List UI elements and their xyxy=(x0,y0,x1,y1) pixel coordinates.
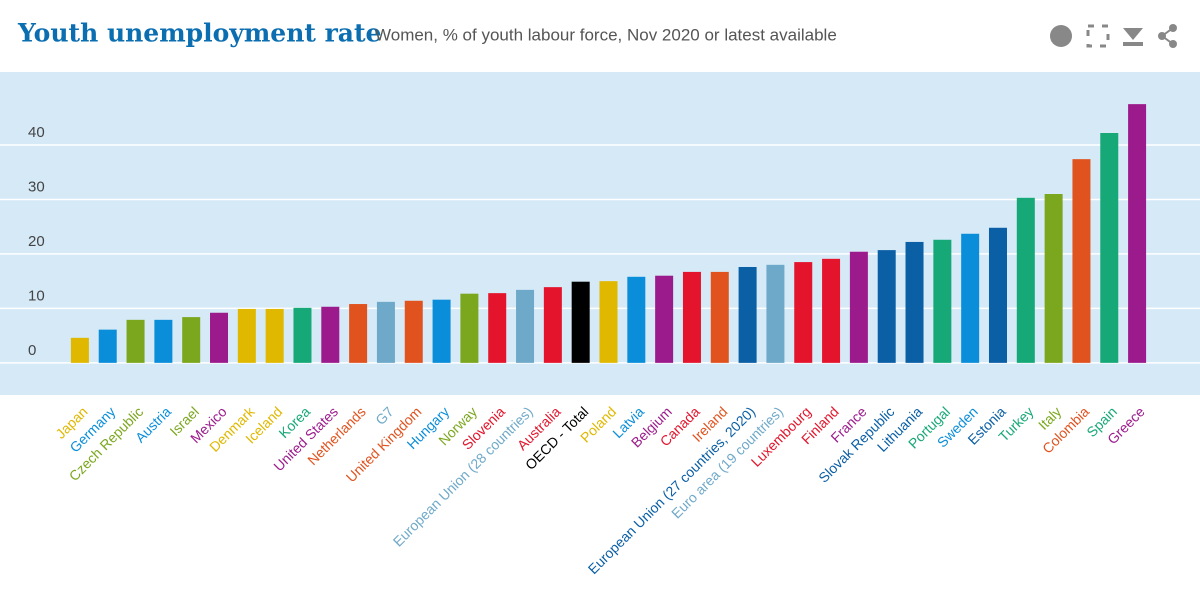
bar xyxy=(293,307,312,363)
bar xyxy=(961,233,980,363)
bar xyxy=(543,287,562,363)
bar xyxy=(154,319,173,363)
bar xyxy=(321,306,340,363)
bar xyxy=(1044,194,1063,363)
bar xyxy=(766,264,785,363)
bar xyxy=(738,266,757,363)
y-tick-label: 30 xyxy=(28,178,45,195)
bar xyxy=(627,276,646,363)
download-icon[interactable] xyxy=(1123,28,1143,46)
bar xyxy=(237,308,256,363)
chart-subtitle: Women, % of youth labour force, Nov 2020… xyxy=(375,25,837,44)
bar xyxy=(460,293,479,363)
y-tick-label: 10 xyxy=(28,287,45,304)
bar xyxy=(1128,104,1147,363)
share-icon[interactable] xyxy=(1158,24,1177,48)
bar xyxy=(682,271,701,363)
bar xyxy=(265,308,284,363)
y-tick-label: 40 xyxy=(28,124,45,141)
chart-title: Youth unemployment rate xyxy=(17,19,381,48)
bar xyxy=(376,301,395,363)
bar xyxy=(1100,133,1119,363)
bar xyxy=(404,300,423,363)
bar xyxy=(988,227,1007,363)
bar xyxy=(182,317,201,363)
bar xyxy=(1016,197,1035,363)
y-tick-label: 0 xyxy=(28,342,36,359)
bar xyxy=(126,319,145,363)
fullscreen-icon[interactable] xyxy=(1086,24,1110,48)
bar xyxy=(70,337,89,363)
bar xyxy=(210,312,229,363)
bar xyxy=(516,289,535,363)
y-tick-label: 20 xyxy=(28,233,45,250)
bar xyxy=(877,250,896,363)
bar xyxy=(905,241,924,363)
bar xyxy=(710,271,729,363)
bar xyxy=(488,293,507,363)
bar xyxy=(822,258,841,363)
bar xyxy=(655,275,674,363)
bar xyxy=(849,251,868,363)
bar xyxy=(599,281,618,363)
bar xyxy=(432,299,451,363)
bar xyxy=(794,262,813,363)
bar xyxy=(98,329,117,363)
bar xyxy=(571,281,590,363)
info-icon[interactable] xyxy=(1050,25,1072,47)
bar xyxy=(1072,159,1091,363)
bar xyxy=(349,304,368,363)
toolbar xyxy=(1050,24,1177,48)
bar xyxy=(933,239,952,363)
